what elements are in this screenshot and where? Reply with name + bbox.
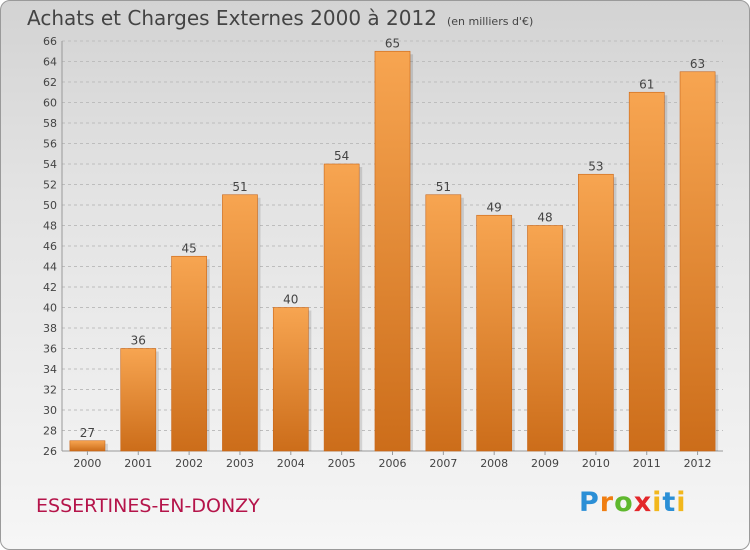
x-tick-label: 2000 (73, 457, 101, 470)
bar-2012 (679, 71, 716, 452)
bar-2011 (628, 91, 665, 452)
data-label-2007: 51 (436, 180, 451, 194)
y-tick-label: 46 (43, 240, 57, 253)
y-tick-label: 44 (43, 261, 57, 274)
y-tick-label: 66 (43, 35, 57, 48)
chart-subtitle: (en milliers d'€) (446, 15, 534, 28)
data-label-2006: 65 (385, 36, 400, 50)
x-tick-label: 2006 (379, 457, 407, 470)
x-tick-label: 2011 (633, 457, 661, 470)
bar-2002 (171, 255, 207, 452)
y-tick-label: 32 (43, 384, 57, 397)
bar-2006 (374, 50, 411, 452)
y-tick-label: 60 (43, 97, 57, 110)
y-tick-label: 50 (43, 199, 57, 212)
bar-2005 (323, 163, 360, 452)
bars (69, 50, 719, 452)
data-label-2010: 53 (588, 159, 603, 173)
x-tick-label: 2001 (124, 457, 152, 470)
bar-2009 (527, 225, 563, 452)
data-label-2011: 61 (639, 77, 654, 91)
commune-name: ESSERTINES-EN-DONZY (36, 495, 260, 517)
data-label-2002: 45 (181, 241, 196, 255)
y-tick-label: 52 (43, 179, 57, 192)
y-tick-label: 48 (43, 220, 57, 233)
data-labels: 27 36 45 51 40 54 65 51 49 48 53 61 63 (80, 36, 705, 440)
proxiti-logo: Proxiti (579, 487, 687, 518)
y-tick-label: 40 (43, 302, 57, 315)
x-tick-label: 2009 (531, 457, 559, 470)
data-label-2008: 49 (487, 200, 502, 214)
y-tick-label: 42 (43, 281, 57, 294)
data-label-2009: 48 (537, 211, 552, 225)
data-label-2000: 27 (80, 426, 95, 440)
x-tick-label: 2007 (429, 457, 457, 470)
x-tick-label: 2004 (277, 457, 305, 470)
x-tick-label: 2003 (226, 457, 254, 470)
bar-2010 (578, 173, 614, 452)
y-tick-label: 62 (43, 76, 57, 89)
bar-2001 (120, 348, 157, 452)
data-label-2001: 36 (131, 334, 146, 348)
y-tick-label: 56 (43, 138, 57, 151)
x-tick-label: 2010 (582, 457, 610, 470)
y-tick-label: 34 (43, 363, 57, 376)
data-label-2004: 40 (283, 293, 298, 307)
y-tick-label: 38 (43, 322, 57, 335)
bar-2008 (476, 214, 513, 452)
chart-title-block: Achats et Charges Externes 2000 à 2012 (e… (27, 6, 533, 30)
x-tick-label: 2005 (328, 457, 356, 470)
x-tick-label: 2002 (175, 457, 203, 470)
y-tick-label: 54 (43, 158, 57, 171)
bar-2000 (69, 440, 106, 452)
bar-2007 (425, 194, 462, 452)
y-tick-label: 28 (43, 425, 57, 438)
y-tick-label: 30 (43, 404, 57, 417)
data-label-2005: 54 (334, 149, 349, 163)
data-label-2003: 51 (232, 180, 247, 194)
y-tick-label: 64 (43, 56, 57, 69)
bar-2004 (272, 307, 309, 452)
data-label-2012: 63 (690, 57, 705, 71)
chart-title: Achats et Charges Externes 2000 à 2012 (27, 6, 437, 30)
x-axis: 2000 2001 2002 2003 2004 2005 2006 2007 2008 2009… (73, 451, 712, 470)
y-tick-label: 36 (43, 343, 57, 356)
y-tick-label: 26 (43, 445, 57, 458)
y-tick-label: 58 (43, 117, 57, 130)
bar-2003 (222, 194, 258, 452)
x-tick-label: 2012 (684, 457, 712, 470)
x-tick-label: 2008 (480, 457, 508, 470)
